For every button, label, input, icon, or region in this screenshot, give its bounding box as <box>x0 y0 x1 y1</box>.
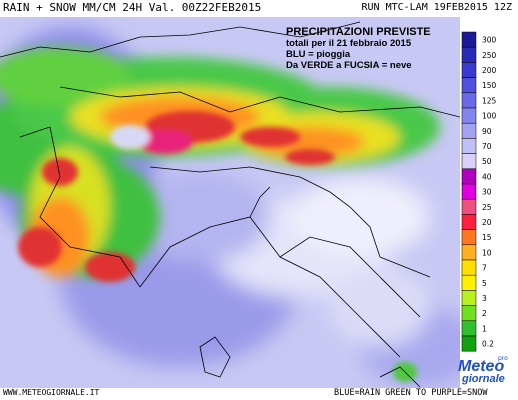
legend-swatch <box>461 46 477 63</box>
legend-swatch <box>461 214 477 230</box>
precipitation-map <box>0 17 460 388</box>
legend-label: 5 <box>482 279 487 288</box>
legend-label: 1 <box>482 324 487 333</box>
legend-label: 3 <box>482 294 487 303</box>
legend-label: 20 <box>482 218 492 227</box>
info-date: totali per il 21 febbraio 2015 <box>286 38 412 49</box>
legend-swatch <box>461 183 477 200</box>
legend-label: 15 <box>482 233 492 242</box>
heavy-snow <box>18 111 335 282</box>
meteogiornale-logo: Meteo giornale pro <box>448 355 512 387</box>
map-title: RAIN + SNOW MM/CM 24H Val. 00Z22FEB2015 <box>3 1 262 14</box>
legend-swatch <box>461 62 477 78</box>
legend-swatch <box>461 168 477 185</box>
legend-label: 150 <box>482 81 497 90</box>
legend-swatch <box>461 31 477 48</box>
legend-graphic: 300 250 200 150 125 100 90 70 50 40 30 25 20 15 10 7 5 3 2… <box>461 31 497 352</box>
legend-swatch <box>461 259 477 276</box>
legend-label: 200 <box>482 66 497 75</box>
legend-label: 2 <box>482 309 487 318</box>
info-rain: BLU = pioggia <box>286 49 351 60</box>
info-snow: Da VERDE a FUCSIA = neve <box>286 60 412 71</box>
legend-swatch <box>461 122 477 139</box>
legend-swatch <box>461 92 477 109</box>
legend-label: 70 <box>482 142 492 151</box>
legend-label: 50 <box>482 157 492 166</box>
legend-swatch <box>461 244 477 261</box>
legend-label: 7 <box>482 264 487 273</box>
legend-label: 90 <box>482 127 492 136</box>
legend-swatch <box>461 198 477 215</box>
legend-label: 40 <box>482 172 492 181</box>
legend-swatch <box>461 290 477 306</box>
logo-text-giornale: giornale <box>462 373 505 385</box>
run-info: RUN MTC-LAM 19FEB2015 12Z <box>361 2 512 13</box>
header-bar: RAIN + SNOW MM/CM 24H Val. 00Z22FEB2015 … <box>0 0 518 17</box>
legend-swatch <box>461 320 477 337</box>
legend-label: 0.2 <box>482 340 494 349</box>
legend-caption: BLUE=RAIN GREEN TO PURPLE=SNOW <box>334 388 488 398</box>
legend-label: 250 <box>482 51 497 60</box>
borders <box>0 21 460 388</box>
legend-label: 100 <box>482 112 497 121</box>
legend-label: 300 <box>482 36 497 45</box>
legend-swatch <box>461 153 477 170</box>
legend-label: 25 <box>482 203 492 212</box>
footer-bar: WWW.METEOGIORNALE.IT BLUE=RAIN GREEN TO … <box>0 388 518 400</box>
map-graphic <box>0 17 460 388</box>
legend-swatch <box>461 107 477 124</box>
legend-label: 10 <box>482 248 492 257</box>
logo-mark: pro <box>498 355 508 362</box>
legend-swatch <box>461 274 477 291</box>
forecast-info-box: PRECIPITAZIONI PREVISTE totali per il 21… <box>286 26 446 71</box>
site-url: WWW.METEOGIORNALE.IT <box>3 388 100 397</box>
logo-text-meteo: Meteo <box>458 358 505 375</box>
legend-label: 30 <box>482 188 492 197</box>
legend-swatch <box>461 229 477 246</box>
legend-swatch <box>461 305 477 322</box>
legend-swatch <box>461 77 477 94</box>
legend-swatch <box>461 138 477 154</box>
info-title: PRECIPITAZIONI PREVISTE <box>286 26 431 38</box>
color-legend: 300 250 200 150 125 100 90 70 50 40 30 25 20 15 10 7 5 3 2… <box>460 28 518 354</box>
legend-swatch <box>461 335 477 352</box>
legend-label: 125 <box>482 96 497 105</box>
